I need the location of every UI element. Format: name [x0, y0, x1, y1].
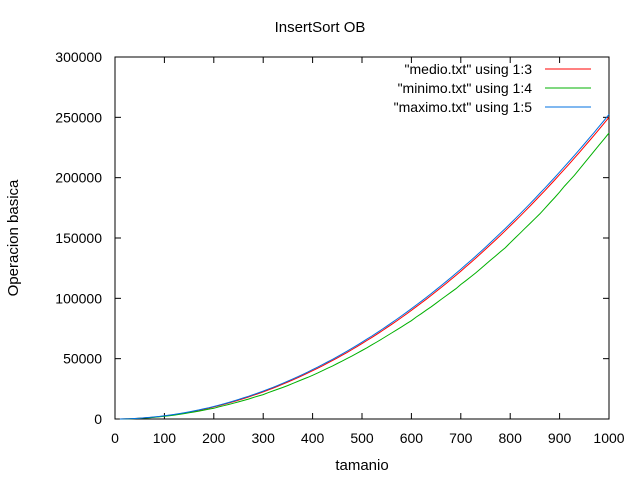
- x-axis-label: tamanio: [335, 457, 388, 474]
- y-tick-label: 100000: [55, 290, 102, 306]
- y-tick-label: 250000: [55, 109, 102, 125]
- plot-frame: [114, 56, 610, 420]
- y-tick-label: 200000: [55, 170, 102, 186]
- series-line-1: [119, 132, 610, 420]
- legend-label: "maximo.txt" using 1:5: [394, 99, 533, 115]
- y-tick-label: 300000: [55, 49, 102, 65]
- x-tick-label: 0: [111, 430, 119, 446]
- x-tick-label: 300: [252, 430, 276, 446]
- y-tick-label: 150000: [55, 230, 102, 246]
- y-axis-label: Operacion basica: [5, 179, 22, 296]
- x-axis: 0 100 200 300 400 500 600 700 800 900 1000: [111, 57, 625, 446]
- series-line-2: [119, 114, 610, 420]
- legend-label: "medio.txt" using 1:3: [405, 61, 533, 77]
- legend: "medio.txt" using 1:3 "minimo.txt" using …: [394, 61, 591, 115]
- x-tick-label: 200: [202, 430, 226, 446]
- series-group: [119, 114, 610, 420]
- series-line-0: [119, 116, 610, 420]
- x-tick-label: 700: [449, 430, 473, 446]
- x-tick-label: 100: [153, 430, 177, 446]
- x-tick-label: 400: [301, 430, 325, 446]
- chart-title: InsertSort OB: [275, 19, 366, 36]
- x-tick-label: 900: [548, 430, 572, 446]
- y-tick-label: 0: [94, 411, 102, 427]
- x-tick-label: 600: [400, 430, 424, 446]
- x-tick-label: 800: [499, 430, 523, 446]
- y-tick-label: 50000: [63, 351, 102, 367]
- x-tick-label: 1000: [593, 430, 624, 446]
- legend-label: "minimo.txt" using 1:4: [398, 80, 533, 96]
- x-tick-label: 500: [350, 430, 374, 446]
